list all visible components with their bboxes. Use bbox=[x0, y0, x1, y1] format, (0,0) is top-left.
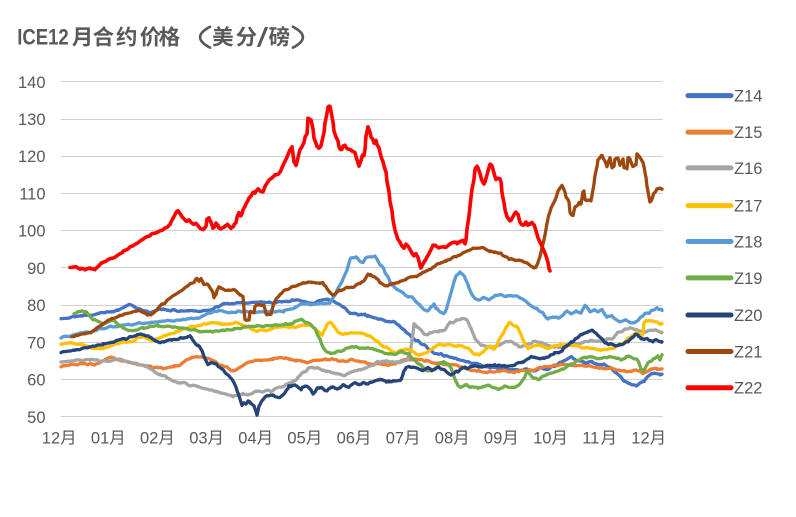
svg-text:100: 100 bbox=[18, 223, 46, 241]
svg-text:ICE12: ICE12 bbox=[17, 25, 68, 50]
svg-text:70: 70 bbox=[27, 334, 45, 352]
svg-text:Z21: Z21 bbox=[734, 344, 762, 362]
svg-text:11: 11 bbox=[582, 430, 599, 448]
svg-text:120: 120 bbox=[18, 148, 46, 166]
svg-text:01: 01 bbox=[91, 430, 109, 448]
svg-text:50: 50 bbox=[27, 409, 45, 427]
svg-text:04: 04 bbox=[238, 430, 256, 448]
svg-text:02: 02 bbox=[140, 430, 158, 448]
svg-text:110: 110 bbox=[19, 186, 45, 204]
svg-text:05: 05 bbox=[287, 430, 305, 448]
svg-text:Z14: Z14 bbox=[734, 88, 762, 106]
svg-text:03: 03 bbox=[189, 430, 207, 448]
svg-text:10: 10 bbox=[533, 430, 551, 448]
svg-text:Z18: Z18 bbox=[734, 234, 762, 252]
svg-text:Z22: Z22 bbox=[734, 380, 762, 398]
svg-text:08: 08 bbox=[435, 430, 453, 448]
svg-text:12: 12 bbox=[42, 430, 60, 448]
svg-text:Z20: Z20 bbox=[734, 307, 762, 325]
svg-text:90: 90 bbox=[27, 260, 45, 278]
svg-text:07: 07 bbox=[386, 430, 404, 448]
svg-text:130: 130 bbox=[18, 111, 46, 129]
svg-text:12: 12 bbox=[631, 430, 649, 448]
svg-text:Z15: Z15 bbox=[734, 124, 762, 142]
svg-text:140: 140 bbox=[18, 74, 46, 92]
svg-text:09: 09 bbox=[484, 430, 502, 448]
svg-text:Z16: Z16 bbox=[734, 160, 762, 178]
svg-text:80: 80 bbox=[27, 297, 45, 315]
svg-text:Z17: Z17 bbox=[734, 198, 762, 216]
svg-text:Z19: Z19 bbox=[734, 270, 762, 288]
svg-text:06: 06 bbox=[337, 430, 355, 448]
svg-text:60: 60 bbox=[27, 372, 45, 390]
